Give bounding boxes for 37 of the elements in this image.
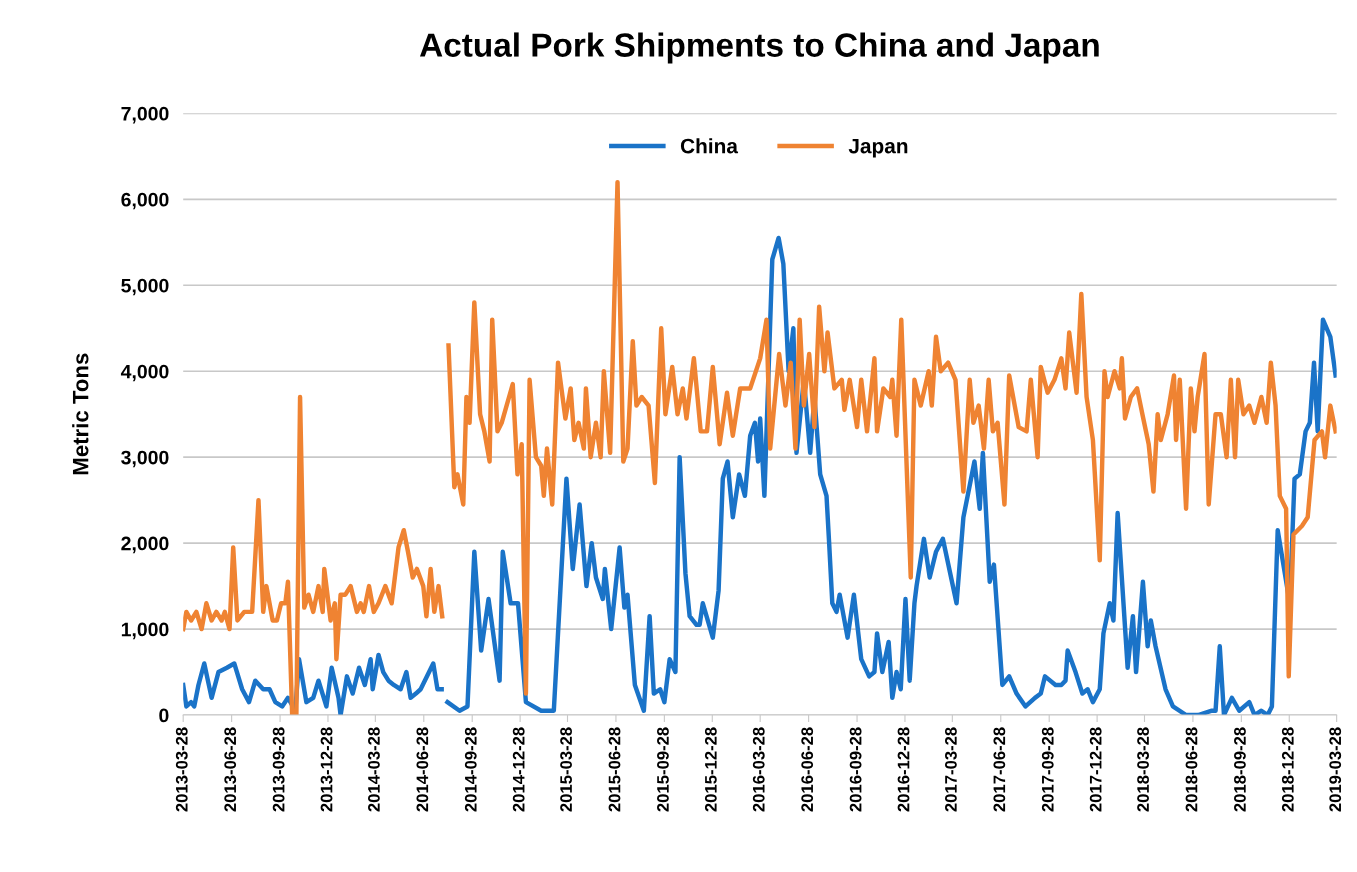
y-tick-label: 7,000 bbox=[121, 106, 169, 124]
x-tick-label: 2016-03-28 bbox=[752, 727, 765, 812]
x-tick-label: 2014-12-28 bbox=[512, 727, 525, 812]
x-tick-label: 2013-09-28 bbox=[272, 727, 285, 812]
x-tick-label: 2018-03-28 bbox=[1137, 727, 1149, 812]
y-axis-title: Metric Tons bbox=[72, 353, 89, 475]
y-tick-label: 0 bbox=[159, 708, 169, 723]
legend-label: Japan bbox=[848, 138, 908, 158]
x-tick-label: 2015-03-28 bbox=[560, 727, 572, 812]
x-tick-label: 2015-09-28 bbox=[657, 727, 669, 812]
x-tick-label: 2017-06-28 bbox=[993, 727, 1006, 812]
y-tick-label: 6,000 bbox=[121, 192, 169, 210]
legend-label: China bbox=[680, 138, 739, 154]
y-tick-label: 1,000 bbox=[121, 622, 169, 640]
x-tick-label: 2019-03-28 bbox=[1329, 727, 1342, 812]
x-tick-label: 2018-12-28 bbox=[1281, 727, 1294, 812]
x-tick-label: 2013-03-28 bbox=[175, 727, 188, 812]
y-tick-label: 5,000 bbox=[121, 278, 169, 296]
x-tick-label: 2018-06-28 bbox=[1185, 727, 1198, 812]
x-tick-label: 2013-12-28 bbox=[320, 727, 333, 812]
x-tick-label: 2014-06-28 bbox=[416, 727, 429, 812]
x-tick-label: 2017-12-28 bbox=[1089, 727, 1102, 812]
x-tick-label: 2014-09-28 bbox=[464, 727, 477, 812]
x-tick-label: 2016-12-28 bbox=[897, 727, 910, 812]
x-tick-label: 2018-09-28 bbox=[1234, 727, 1246, 812]
x-tick-label: 2016-06-28 bbox=[801, 727, 814, 812]
x-tick-label: 2015-12-28 bbox=[704, 727, 717, 812]
y-tick-label: 3,000 bbox=[121, 450, 169, 468]
x-tick-label: 2013-06-28 bbox=[224, 727, 237, 812]
x-tick-label: 2017-03-28 bbox=[945, 727, 957, 812]
x-tick-label: 2017-09-28 bbox=[1041, 727, 1054, 812]
x-tick-label: 2016-09-28 bbox=[849, 727, 862, 812]
y-tick-label: 4,000 bbox=[120, 364, 169, 382]
x-tick-label: 2015-06-28 bbox=[608, 727, 621, 812]
y-tick-label: 2,000 bbox=[121, 536, 169, 554]
chart-title: Actual Pork Shipments to China and Japan bbox=[419, 32, 1099, 64]
x-tick-label: 2014-03-28 bbox=[368, 727, 380, 812]
